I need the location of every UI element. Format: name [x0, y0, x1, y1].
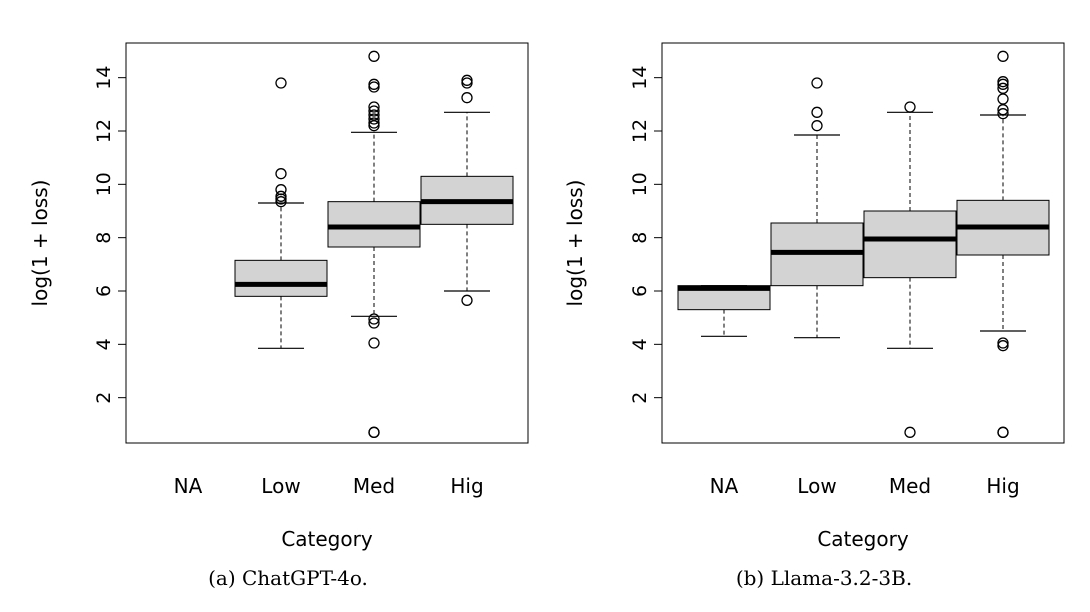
x-axis-label: Category — [281, 527, 373, 551]
outlier-point — [811, 77, 823, 89]
plot-frame — [125, 42, 529, 444]
box-med — [327, 50, 421, 438]
x-tick-label: NA — [710, 474, 739, 498]
box-na — [677, 285, 771, 337]
iqr-box — [863, 210, 957, 279]
x-tick-label: NA — [174, 474, 203, 498]
y-tick-label: 6 — [93, 285, 115, 297]
outlier-point — [461, 294, 473, 306]
y-axis-label: log(1 + loss) — [563, 180, 587, 307]
outlier-point — [368, 426, 380, 438]
box-hig — [420, 74, 514, 306]
y-tick-label: 6 — [629, 285, 651, 297]
x-tick-label: Low — [797, 474, 836, 498]
box-hig — [956, 50, 1050, 438]
outlier-point — [275, 193, 287, 205]
outlier-point — [368, 117, 380, 129]
outlier-point — [997, 93, 1009, 105]
outlier-point — [904, 426, 916, 438]
outlier-point — [368, 101, 380, 113]
outlier-point — [368, 50, 380, 62]
y-tick-label: 2 — [629, 392, 651, 404]
outlier-point — [368, 113, 380, 125]
outlier-point — [997, 50, 1009, 62]
plot-frame — [661, 42, 1065, 444]
y-tick-label: 2 — [93, 392, 115, 404]
box-med — [863, 101, 957, 438]
y-tick-label: 12 — [93, 119, 115, 143]
outlier-point — [368, 81, 380, 93]
y-tick-label: 8 — [629, 232, 651, 244]
outlier-point — [811, 106, 823, 118]
outlier-point — [811, 120, 823, 132]
box-low — [770, 77, 864, 339]
iqr-box — [327, 201, 421, 248]
box-low — [234, 77, 328, 349]
outlier-point — [275, 184, 287, 196]
caption-a: (a) ChatGPT-4o. — [208, 566, 368, 590]
outlier-point — [275, 168, 287, 180]
x-tick-label: Low — [261, 474, 300, 498]
y-tick-label: 14 — [629, 66, 651, 90]
iqr-box — [234, 259, 328, 297]
panel-chatgpt-4o: (a) ChatGPT-4o. 2 4 6 8 10 12 14 log(1 + loss) C… — [28, 42, 529, 590]
outlier-point — [997, 82, 1009, 94]
x-axis-label: Category — [817, 527, 909, 551]
y-tick-label: 10 — [629, 172, 651, 196]
outlier-point — [275, 190, 287, 202]
y-tick-label: 8 — [93, 232, 115, 244]
x-tick-label: Med — [353, 474, 395, 498]
outlier-point — [997, 337, 1009, 349]
outlier-point — [461, 77, 473, 89]
outlier-point — [368, 105, 380, 117]
y-tick-label: 4 — [93, 338, 115, 350]
outlier-point — [368, 317, 380, 329]
outlier-point — [368, 313, 380, 325]
outlier-point — [997, 78, 1009, 90]
outlier-point — [275, 77, 287, 89]
outlier-point — [461, 74, 473, 86]
outlier-point — [368, 120, 380, 132]
outlier-point — [904, 101, 916, 113]
y-tick-label: 10 — [93, 172, 115, 196]
outlier-point — [275, 196, 287, 208]
y-tick-label: 4 — [629, 338, 651, 350]
x-tick-label: Hig — [986, 474, 1019, 498]
outlier-point — [461, 92, 473, 104]
outlier-point — [997, 340, 1009, 352]
outlier-point — [997, 76, 1009, 88]
y-tick-label: 14 — [93, 66, 115, 90]
outlier-point — [368, 109, 380, 121]
outlier-point — [997, 108, 1009, 120]
outlier-point — [997, 104, 1009, 116]
y-axis-label: log(1 + loss) — [28, 180, 52, 307]
y-tick-label: 12 — [629, 119, 651, 143]
outlier-point — [368, 78, 380, 90]
panel-llama-3-2-3b: (b) Llama-3.2-3B. 2 4 6 8 10 12 14 log(1 + loss… — [563, 42, 1065, 590]
outlier-point — [368, 337, 380, 349]
caption-b: (b) Llama-3.2-3B. — [736, 566, 912, 590]
outlier-point — [997, 426, 1009, 438]
x-tick-label: Med — [889, 474, 931, 498]
x-tick-label: Hig — [450, 474, 483, 498]
